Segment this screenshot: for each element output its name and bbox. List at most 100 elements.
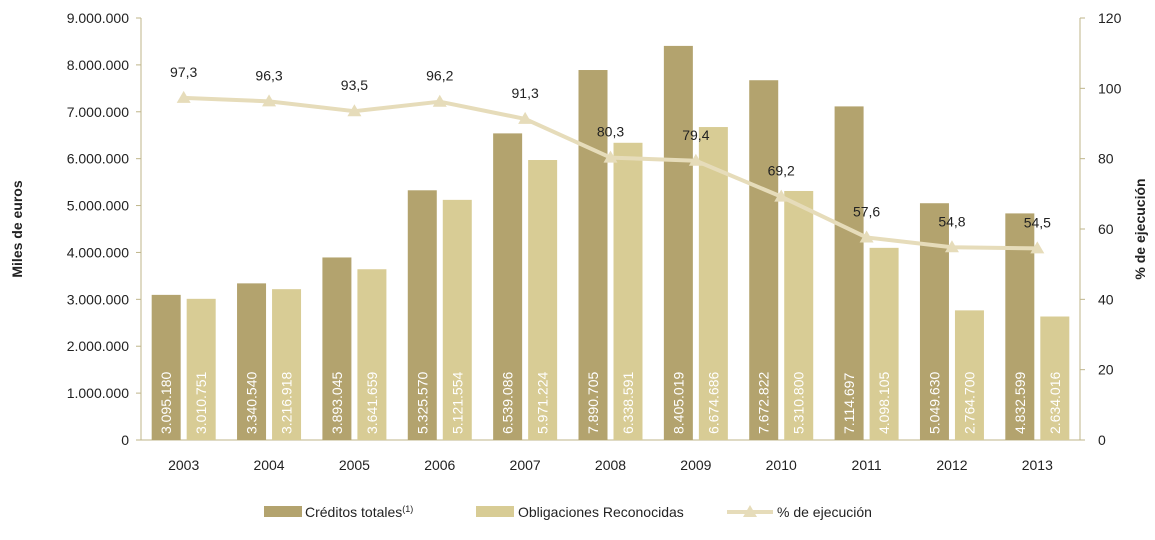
execution-label: 96,3 xyxy=(255,67,282,83)
y-tick-label-left: 4.000.000 xyxy=(67,244,129,260)
obligations-bar xyxy=(1040,316,1070,440)
x-tick-label: 2013 xyxy=(1022,457,1053,473)
x-tick-label: 2009 xyxy=(680,457,711,473)
credits-bar-label: 3.095.180 xyxy=(158,372,174,434)
credits-bar xyxy=(578,70,608,440)
x-tick-label: 2005 xyxy=(339,457,370,473)
y-tick-label-left: 9.000.000 xyxy=(67,10,129,26)
y-tick-label-left: 1.000.000 xyxy=(67,385,129,401)
obligations-bar xyxy=(186,298,216,440)
y-tick-label-right: 0 xyxy=(1098,432,1106,448)
obligations-bar xyxy=(784,190,814,440)
execution-point xyxy=(432,94,447,107)
obligations-bar-label: 6.674.686 xyxy=(705,372,721,434)
credits-bar-label: 6.539.086 xyxy=(500,372,516,434)
y-axis-title-right: % de ejecución xyxy=(1132,178,1148,279)
credits-bar-label: 7.890.705 xyxy=(585,372,601,434)
obligations-bar xyxy=(442,199,472,440)
execution-label: 54,5 xyxy=(1024,214,1051,230)
y-tick-label-left: 0 xyxy=(121,432,129,448)
obligations-bar xyxy=(613,142,643,440)
execution-point xyxy=(347,104,362,117)
obligations-bar-label: 5.310.800 xyxy=(791,372,807,434)
legend: Créditos totales(1) Obligaciones Reconoci… xyxy=(264,504,872,520)
x-tick-label: 2003 xyxy=(168,457,199,473)
credits-bar-label: 5.325.570 xyxy=(414,372,430,434)
obligations-bar-label: 3.216.918 xyxy=(279,372,295,434)
obligations-bar-label: 4.098.105 xyxy=(876,372,892,434)
obligations-bar-label: 2.764.700 xyxy=(961,372,977,434)
y-tick-label-left: 6.000.000 xyxy=(67,151,129,167)
x-tick-label: 2007 xyxy=(510,457,541,473)
execution-point xyxy=(603,150,618,163)
credits-bar xyxy=(322,257,352,440)
obligations-bar-label: 5.971.224 xyxy=(535,372,551,434)
credits-bar-label: 5.049.630 xyxy=(926,372,942,434)
bars-layer xyxy=(151,45,1070,441)
obligations-bar xyxy=(357,269,387,440)
execution-point xyxy=(1030,241,1045,254)
obligations-bar-label: 6.338.591 xyxy=(620,372,636,434)
execution-point xyxy=(262,94,277,107)
obligations-bar-label: 3.641.659 xyxy=(364,372,380,434)
credits-bar xyxy=(493,133,523,440)
credits-bar xyxy=(749,80,779,440)
obligations-bar xyxy=(698,127,728,441)
x-tick-label: 2006 xyxy=(424,457,455,473)
obligations-bar xyxy=(272,289,302,440)
execution-line xyxy=(183,95,1038,251)
legend-swatch-credits xyxy=(264,506,302,517)
x-tick-label: 2008 xyxy=(595,457,626,473)
legend-label-obligations: Obligaciones Reconocidas xyxy=(518,504,684,520)
execution-label: 69,2 xyxy=(768,163,795,179)
line-layer xyxy=(176,90,1045,254)
obligations-bar xyxy=(528,160,558,441)
execution-point xyxy=(859,230,874,243)
execution-label: 91,3 xyxy=(512,85,539,101)
legend-label-execution: % de ejecución xyxy=(777,504,872,520)
execution-point xyxy=(518,111,533,124)
legend-marker-execution xyxy=(743,505,757,517)
obligations-bar-label: 3.010.751 xyxy=(193,372,209,434)
execution-label: 79,4 xyxy=(682,127,709,143)
y-tick-label-right: 40 xyxy=(1098,291,1114,307)
y-tick-label-left: 8.000.000 xyxy=(67,57,129,73)
credits-bar xyxy=(1005,213,1035,440)
credits-bar-label: 3.340.540 xyxy=(244,372,260,434)
y-tick-label-left: 5.000.000 xyxy=(67,198,129,214)
credits-bar-label: 7.672.822 xyxy=(756,372,772,434)
execution-label: 57,6 xyxy=(853,203,880,219)
execution-point xyxy=(944,240,959,253)
credits-bar xyxy=(834,106,864,440)
y-tick-label-left: 2.000.000 xyxy=(67,338,129,354)
credits-bar-label: 3.893.045 xyxy=(329,372,345,434)
y-tick-label-right: 80 xyxy=(1098,151,1114,167)
credits-bar-label: 4.832.599 xyxy=(1012,372,1028,434)
credits-bar xyxy=(407,190,437,440)
execution-point xyxy=(774,189,789,202)
credits-bar xyxy=(663,45,693,440)
obligations-bar xyxy=(869,247,899,440)
y-tick-label-left: 7.000.000 xyxy=(67,104,129,120)
y-tick-label-right: 60 xyxy=(1098,221,1114,237)
execution-label: 80,3 xyxy=(597,124,624,140)
execution-point xyxy=(176,90,191,103)
obligations-bar-label: 5.121.554 xyxy=(449,372,465,434)
labels-layer: 3.095.180 3.010.751 3.340.540 3.216.918 3.89… xyxy=(158,64,1063,434)
y-tick-label-right: 120 xyxy=(1098,10,1122,26)
execution-label: 93,5 xyxy=(341,77,368,93)
credits-bar-label: 8.405.019 xyxy=(670,372,686,434)
obligations-bar-label: 2.634.016 xyxy=(1047,372,1063,434)
credits-bar xyxy=(151,294,181,440)
legend-label-credits: Créditos totales(1) xyxy=(305,504,413,520)
legend-swatch-obligations xyxy=(476,506,514,517)
y-tick-label-right: 20 xyxy=(1098,362,1114,378)
execution-label: 96,2 xyxy=(426,68,453,84)
y-axis-title-left: Miles de euros xyxy=(9,180,25,277)
axes-layer: 0 1.000.000 2.000.000 3.000.000 4.000.000 5.0… xyxy=(9,10,1148,473)
execution-point xyxy=(688,153,703,166)
obligations-bar xyxy=(954,310,984,440)
x-tick-label: 2004 xyxy=(253,457,284,473)
